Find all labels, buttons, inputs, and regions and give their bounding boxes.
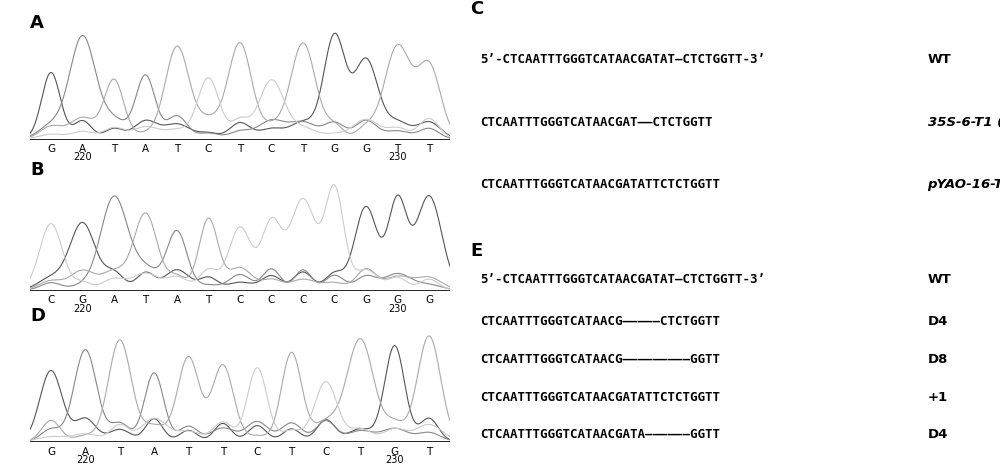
Text: pYAO-16-T1: pYAO-16-T1 xyxy=(928,178,1000,191)
Text: G: G xyxy=(391,447,399,457)
Text: CTCAATTTGGGTCATAACG—————————GGTT: CTCAATTTGGGTCATAACG—————————GGTT xyxy=(480,353,720,366)
Text: 220: 220 xyxy=(76,455,95,465)
Text: C: C xyxy=(205,144,212,154)
Text: T: T xyxy=(142,295,149,306)
Text: CTCAATTTGGGTCATAACGATATTCTCTGGTT: CTCAATTTGGGTCATAACGATATTCTCTGGTT xyxy=(480,391,720,403)
Text: A: A xyxy=(82,447,89,457)
Text: C: C xyxy=(331,295,338,306)
Text: G: G xyxy=(330,144,339,154)
Text: C: C xyxy=(268,295,275,306)
Text: C: C xyxy=(236,295,244,306)
Text: G: G xyxy=(362,144,370,154)
Text: C: C xyxy=(268,144,275,154)
Text: G: G xyxy=(362,295,370,306)
Text: T: T xyxy=(117,447,123,457)
Text: A: A xyxy=(173,295,181,306)
Text: 230: 230 xyxy=(388,304,407,314)
Text: C: C xyxy=(322,447,330,457)
Text: 220: 220 xyxy=(73,152,92,162)
Text: G: G xyxy=(78,295,87,306)
Text: 230: 230 xyxy=(388,152,407,162)
Text: C: C xyxy=(253,447,261,457)
Text: C: C xyxy=(470,0,483,18)
Text: T: T xyxy=(426,447,432,457)
Text: T: T xyxy=(394,144,401,154)
Text: E: E xyxy=(470,242,482,260)
Text: WT: WT xyxy=(928,273,951,286)
Text: T: T xyxy=(185,447,192,457)
Text: 230: 230 xyxy=(385,455,404,465)
Text: C: C xyxy=(47,295,55,306)
Text: G: G xyxy=(47,144,55,154)
Text: T: T xyxy=(205,295,212,306)
Text: WT: WT xyxy=(928,53,951,66)
Text: T: T xyxy=(220,447,226,457)
Text: 5’-CTCAATTTGGGTCATAACGATAT–CTCTGGTT-3’: 5’-CTCAATTTGGGTCATAACGATAT–CTCTGGTT-3’ xyxy=(480,53,765,66)
Text: B: B xyxy=(30,161,44,179)
Text: A: A xyxy=(151,447,158,457)
Text: T: T xyxy=(300,144,306,154)
Text: 35S-6-T1 (D2): 35S-6-T1 (D2) xyxy=(928,116,1000,130)
Text: CTCAATTTGGGTCATAACG—————CTCTGGTT: CTCAATTTGGGTCATAACG—————CTCTGGTT xyxy=(480,315,720,328)
Text: G: G xyxy=(425,295,433,306)
Text: A: A xyxy=(79,144,86,154)
Text: A: A xyxy=(110,295,118,306)
Text: G: G xyxy=(47,447,55,457)
Text: A: A xyxy=(142,144,149,154)
Text: A: A xyxy=(30,14,44,32)
Text: D8: D8 xyxy=(928,353,948,366)
Text: G: G xyxy=(393,295,402,306)
Text: T: T xyxy=(111,144,117,154)
Text: T: T xyxy=(237,144,243,154)
Text: CTCAATTTGGGTCATAACGATA——————GGTT: CTCAATTTGGGTCATAACGATA——————GGTT xyxy=(480,429,720,441)
Text: T: T xyxy=(288,447,295,457)
Text: D4: D4 xyxy=(928,429,948,441)
Text: +1: +1 xyxy=(928,391,948,403)
Text: D: D xyxy=(30,307,45,325)
Text: T: T xyxy=(357,447,363,457)
Text: T: T xyxy=(174,144,180,154)
Text: 220: 220 xyxy=(73,304,92,314)
Text: CTCAATTTGGGTCATAACGATATTCTCTGGTT: CTCAATTTGGGTCATAACGATATTCTCTGGTT xyxy=(480,178,720,191)
Text: C: C xyxy=(299,295,307,306)
Text: T: T xyxy=(426,144,432,154)
Text: 5’-CTCAATTTGGGTCATAACGATAT–CTCTGGTT-3’: 5’-CTCAATTTGGGTCATAACGATAT–CTCTGGTT-3’ xyxy=(480,273,765,286)
Text: CTCAATTTGGGTCATAACGAT——CTCTGGTT: CTCAATTTGGGTCATAACGAT——CTCTGGTT xyxy=(480,116,713,130)
Text: D4: D4 xyxy=(928,315,948,328)
